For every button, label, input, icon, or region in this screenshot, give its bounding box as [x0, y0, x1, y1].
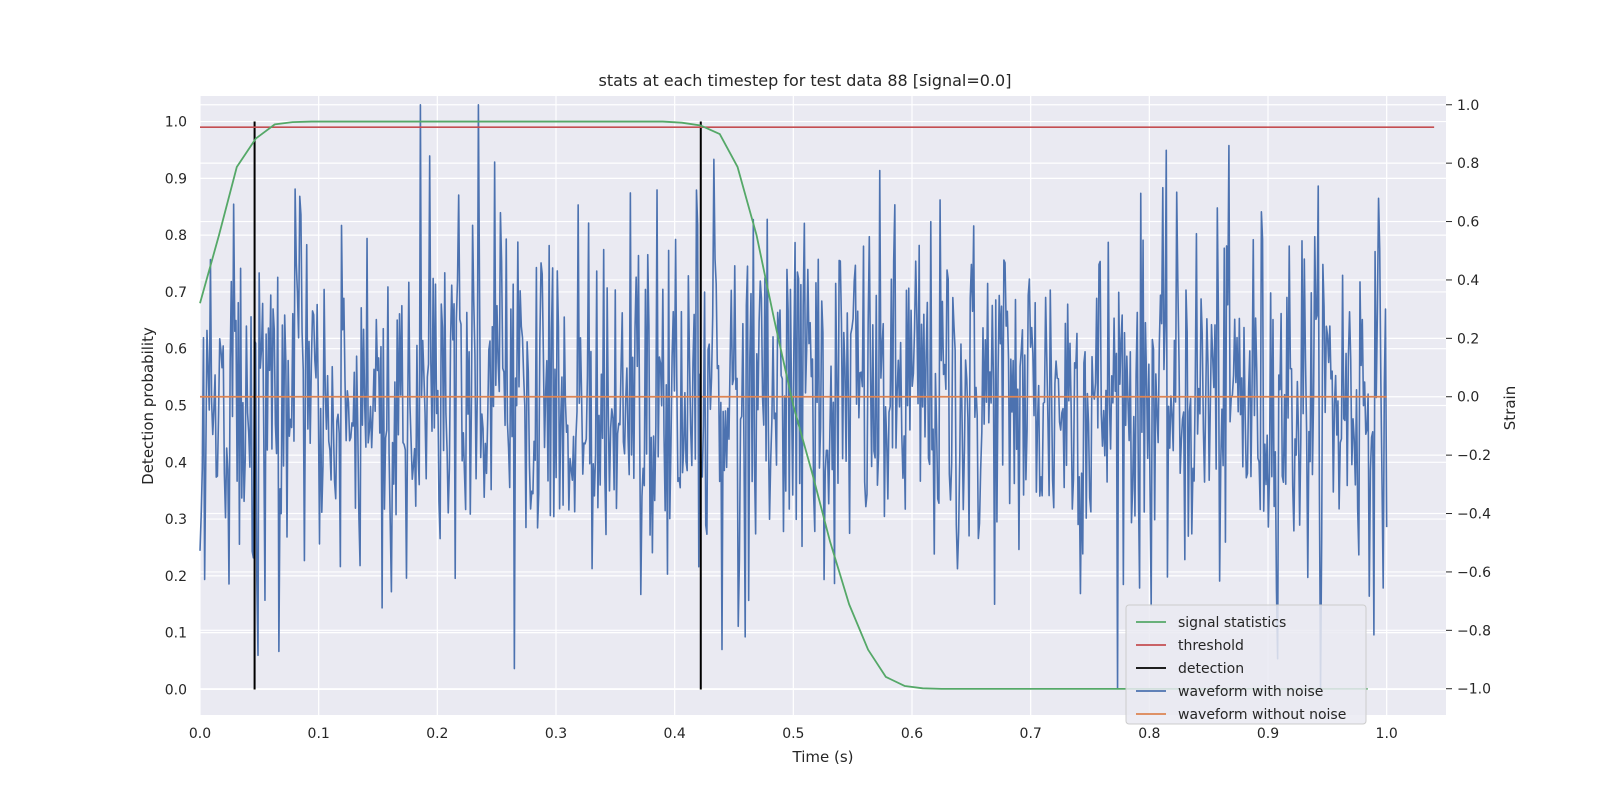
legend-label: waveform with noise — [1178, 684, 1323, 700]
y-tick-label-right: −1.0 — [1457, 682, 1491, 698]
y-tick-label-right: −0.6 — [1457, 565, 1491, 581]
y-axis-label-left: Detection probability — [139, 327, 157, 485]
y-tick-label-left: 0.6 — [165, 342, 187, 358]
x-tick-label: 0.7 — [1020, 726, 1042, 742]
y-tick-label-right: −0.8 — [1457, 623, 1491, 639]
y-tick-label-left: 0.9 — [165, 171, 187, 187]
y-tick-label-left: 0.5 — [165, 399, 187, 415]
y-tick-label-right: −0.4 — [1457, 507, 1491, 523]
y-tick-label-right: 0.6 — [1457, 215, 1479, 231]
y-tick-label-left: 0.1 — [165, 626, 187, 642]
y-tick-label-left: 0.2 — [165, 569, 187, 585]
y-tick-label-right: 1.0 — [1457, 98, 1479, 114]
x-tick-label: 0.5 — [782, 726, 804, 742]
series-layer — [199, 103, 1435, 690]
y-tick-label-right: 0.8 — [1457, 156, 1479, 172]
x-tick-label: 1.0 — [1376, 726, 1398, 742]
y-axis-label-right: Strain — [1501, 386, 1519, 430]
y-ticks-left: 0.0 0.1 0.2 0.3 0.4 0.5 0.6 0.7 0.8 0.9 1.0 — [165, 115, 187, 699]
y-tick-label-left: 1.0 — [165, 115, 187, 131]
legend-label: signal statistics — [1178, 615, 1286, 631]
x-tick-label: 0.3 — [545, 726, 567, 742]
x-tick-label: 0.9 — [1257, 726, 1279, 742]
legend-box — [1125, 604, 1367, 725]
chart-title: stats at each timestep for test data 88 … — [599, 71, 1012, 90]
x-tick-label: 0.8 — [1138, 726, 1160, 742]
legend-label: waveform without noise — [1178, 707, 1346, 723]
y-tick-label-left: 0.7 — [165, 285, 187, 301]
y-tick-label-right: 0.0 — [1457, 390, 1479, 406]
x-tick-label: 0.1 — [308, 726, 330, 742]
y-tick-label-left: 0.8 — [165, 228, 187, 244]
legend-label: threshold — [1178, 638, 1244, 654]
y-ticks-right: −1.0 −0.8 −0.6 −0.4 −0.2 0.0 0.2 0.4 0.6 0.8 1.0 — [1446, 98, 1491, 698]
x-axis-label: Time (s) — [792, 748, 854, 766]
y-tick-label-right: 0.4 — [1457, 273, 1479, 289]
y-tick-label-right: 0.2 — [1457, 331, 1479, 347]
x-ticks: 0.0 0.1 0.2 0.3 0.4 0.5 0.6 0.7 0.8 0.9 1.0 — [189, 726, 1398, 742]
x-tick-label: 0.4 — [664, 726, 686, 742]
x-tick-label: 0.0 — [189, 726, 211, 742]
x-tick-label: 0.2 — [426, 726, 448, 742]
y-tick-label-right: −0.2 — [1457, 448, 1491, 464]
series-line-signal-statistics — [199, 120, 1368, 690]
legend: signal statistics threshold detection wavef… — [1125, 604, 1367, 725]
y-tick-label-left: 0.4 — [165, 455, 187, 471]
x-tick-label: 0.6 — [901, 726, 923, 742]
y-tick-label-left: 0.0 — [165, 682, 187, 698]
y-tick-label-left: 0.3 — [165, 512, 187, 528]
series-line-waveform-with-noise — [199, 103, 1388, 690]
legend-label: detection — [1178, 661, 1244, 677]
